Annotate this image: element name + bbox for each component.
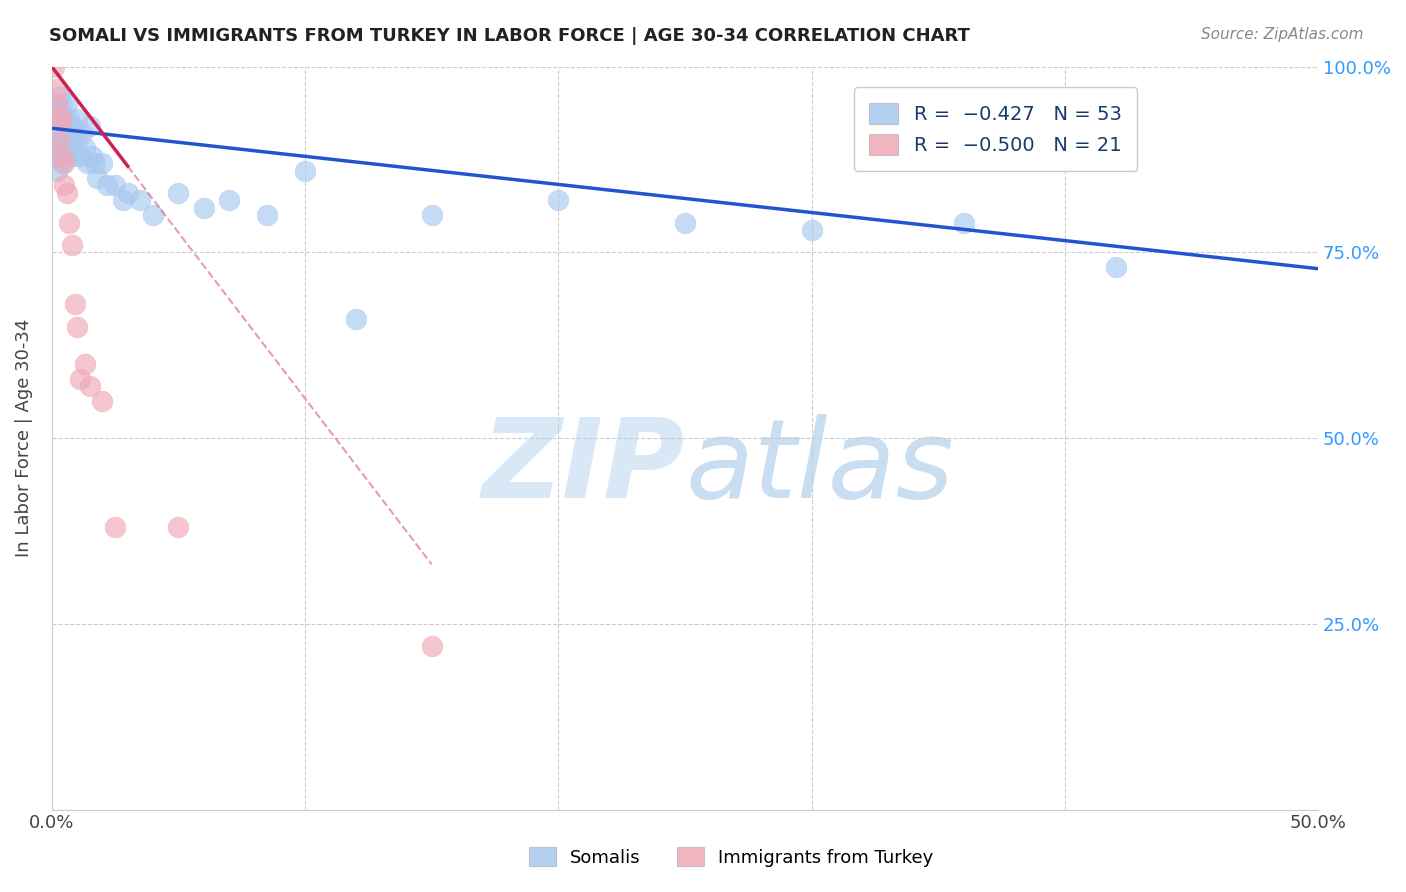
Text: ZIP: ZIP: [481, 414, 685, 521]
Point: [51, 96, 73, 111]
Point: [91, 156, 114, 170]
Point: [58, 216, 80, 230]
Point: [66, 319, 89, 334]
Point: [73, 141, 96, 155]
Point: [44, 134, 66, 148]
Point: [167, 520, 190, 534]
Point: [79, 119, 101, 133]
Point: [63, 297, 86, 311]
Point: [83, 156, 105, 170]
Point: [952, 216, 974, 230]
Point: [91, 393, 114, 408]
Point: [58, 112, 80, 126]
Point: [45, 141, 67, 155]
Point: [344, 312, 367, 326]
Point: [63, 149, 86, 163]
Point: [53, 134, 76, 148]
Text: SOMALI VS IMMIGRANTS FROM TURKEY IN LABOR FORCE | AGE 30-34 CORRELATION CHART: SOMALI VS IMMIGRANTS FROM TURKEY IN LABO…: [49, 27, 970, 45]
Point: [129, 194, 152, 208]
Point: [51, 134, 73, 148]
Point: [53, 178, 76, 193]
Point: [53, 149, 76, 163]
Point: [56, 127, 79, 141]
Point: [48, 134, 70, 148]
Point: [86, 171, 108, 186]
Point: [294, 163, 316, 178]
Point: [45, 163, 67, 178]
Legend: Somalis, Immigrants from Turkey: Somalis, Immigrants from Turkey: [522, 840, 941, 874]
Point: [193, 201, 215, 215]
Point: [1104, 260, 1126, 275]
Point: [53, 156, 76, 170]
Point: [45, 96, 67, 111]
Point: [117, 186, 139, 200]
Point: [111, 194, 134, 208]
Point: [142, 208, 165, 222]
Point: [73, 357, 96, 371]
Point: [51, 112, 73, 126]
Point: [53, 112, 76, 126]
Point: [48, 112, 70, 126]
Point: [167, 186, 190, 200]
Point: [420, 639, 443, 653]
Point: [800, 223, 823, 237]
Point: [76, 156, 98, 170]
Point: [56, 96, 79, 111]
Point: [63, 127, 86, 141]
Point: [218, 194, 240, 208]
Point: [56, 149, 79, 163]
Point: [44, 60, 66, 74]
Y-axis label: In Labor Force | Age 30-34: In Labor Force | Age 30-34: [15, 318, 32, 558]
Point: [70, 127, 93, 141]
Point: [60, 119, 83, 133]
Point: [82, 149, 104, 163]
Point: [69, 149, 91, 163]
Point: [96, 178, 118, 193]
Point: [45, 82, 67, 96]
Point: [60, 238, 83, 252]
Point: [58, 149, 80, 163]
Point: [69, 371, 91, 385]
Point: [58, 134, 80, 148]
Point: [104, 178, 127, 193]
Point: [547, 194, 569, 208]
Point: [420, 208, 443, 222]
Point: [256, 208, 278, 222]
Point: [79, 379, 101, 393]
Point: [44, 104, 66, 119]
Point: [56, 186, 79, 200]
Point: [104, 520, 127, 534]
Point: [51, 156, 73, 170]
Point: [66, 134, 89, 148]
Point: [51, 149, 73, 163]
Point: [48, 89, 70, 103]
Text: atlas: atlas: [685, 414, 953, 521]
Point: [45, 96, 67, 111]
Text: Source: ZipAtlas.com: Source: ZipAtlas.com: [1201, 27, 1364, 42]
Point: [66, 112, 89, 126]
Point: [673, 216, 696, 230]
Point: [48, 119, 70, 133]
Legend: R =  −0.427   N = 53, R =  −0.500   N = 21: R = −0.427 N = 53, R = −0.500 N = 21: [853, 87, 1137, 170]
Point: [60, 141, 83, 155]
Point: [48, 149, 70, 163]
